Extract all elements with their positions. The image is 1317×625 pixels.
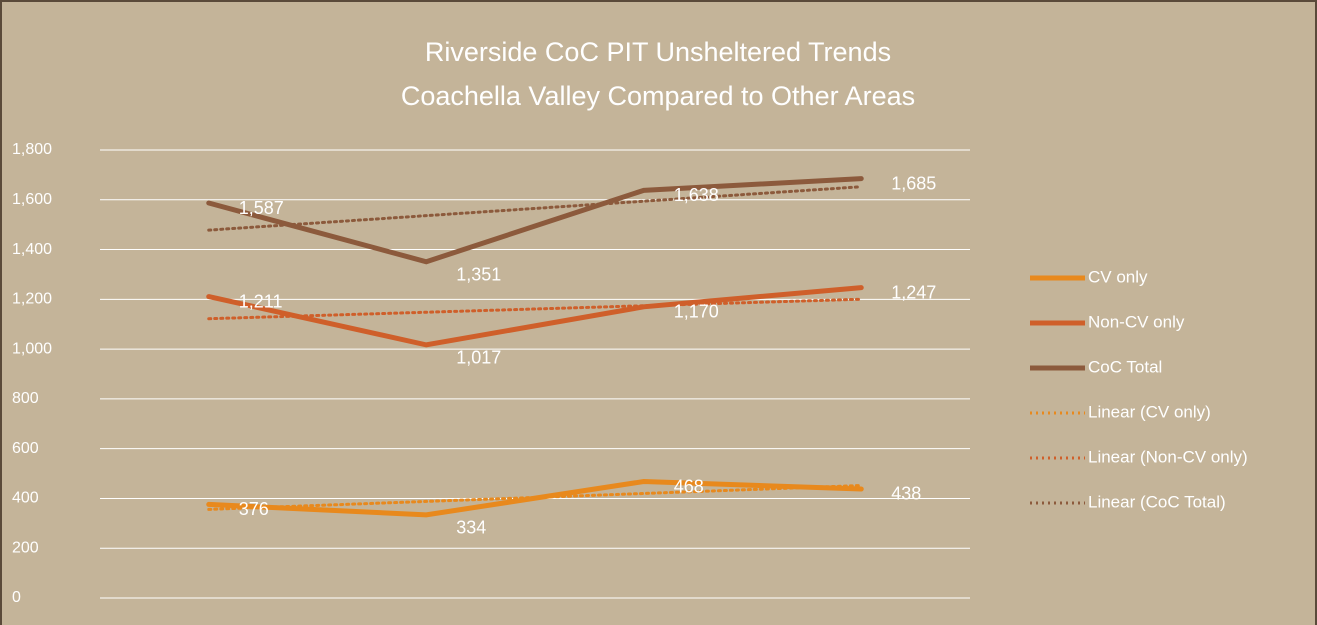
y-tick-label: 1,200: [12, 291, 52, 308]
trend-line: [207, 297, 863, 321]
data-label: 1,587: [239, 198, 284, 218]
data-label: 1,685: [891, 173, 936, 193]
legend-label: Linear (CV only): [1088, 402, 1211, 421]
x-tick-label: 2017: [626, 623, 662, 625]
series-line: [206, 176, 864, 265]
series-line: [206, 285, 864, 348]
y-tick-label: 1,600: [12, 191, 52, 208]
y-tick-label: 400: [12, 490, 39, 507]
data-label: 1,638: [674, 185, 719, 205]
legend-label: CV only: [1088, 267, 1148, 286]
y-tick-label: 1,800: [12, 141, 52, 158]
data-label: 468: [674, 476, 704, 496]
data-label: 1,247: [891, 282, 936, 302]
series-line: [206, 479, 864, 518]
chart-subtitle: Coachella Valley Compared to Other Areas: [401, 81, 915, 111]
data-label: 1,017: [456, 348, 501, 368]
data-label: 1,170: [674, 302, 719, 322]
data-label: 438: [891, 484, 921, 504]
y-tick-label: 0: [12, 589, 21, 606]
y-tick-label: 1,400: [12, 241, 52, 258]
data-label: 334: [456, 518, 486, 538]
x-tick-label: 2015: [191, 623, 227, 625]
legend-label: Non-CV only: [1088, 312, 1185, 331]
data-label: 1,211: [239, 291, 283, 311]
data-label: 376: [239, 499, 269, 519]
legend-label: Linear (CoC Total): [1088, 492, 1226, 511]
chart-title: Riverside CoC PIT Unsheltered Trends: [425, 37, 891, 67]
trend-line: [207, 185, 863, 232]
y-tick-label: 800: [12, 390, 39, 407]
legend-label: Linear (Non-CV only): [1088, 447, 1248, 466]
y-tick-label: 600: [12, 440, 39, 457]
x-tick-label: 2016: [408, 623, 444, 625]
y-tick-label: 1,000: [12, 340, 52, 357]
data-label: 1,351: [456, 265, 501, 285]
legend-label: CoC Total: [1088, 357, 1162, 376]
x-tick-label: 2018: [843, 623, 879, 625]
y-tick-label: 200: [12, 539, 39, 556]
